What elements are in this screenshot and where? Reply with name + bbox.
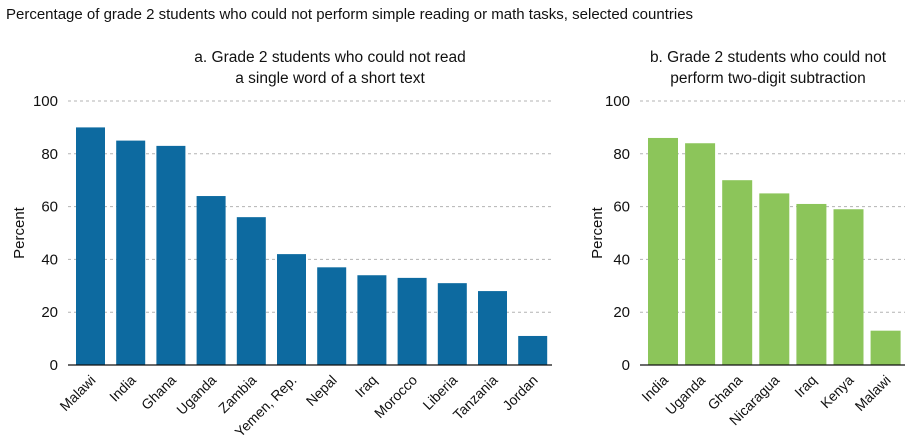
chart-a-ytick-label: 100: [33, 93, 58, 110]
chart-a-title-line-2: a single word of a short text: [235, 70, 425, 87]
chart-a-bar: [317, 267, 347, 365]
chart-b-bar: [722, 180, 753, 365]
chart-a-bar: [478, 291, 507, 365]
chart-b-ytick-label: 40: [613, 251, 630, 268]
chart-a-category-label: Nepal: [303, 372, 340, 409]
chart-a-bar: [357, 275, 387, 365]
chart-b-bar: [833, 209, 864, 365]
chart-a-title-line-1: a. Grade 2 students who could not read: [194, 49, 466, 66]
chart-b-category-label: Malawi: [852, 372, 894, 414]
chart-a-category-label: India: [106, 372, 139, 405]
chart-b-ylabel: Percent: [589, 206, 606, 259]
chart-a-bar: [437, 283, 467, 365]
chart-b-title-line-2: perform two-digit subtraction: [670, 70, 866, 87]
chart-b-ytick-label: 60: [613, 199, 630, 216]
chart-b-ytick-label: 20: [613, 304, 630, 321]
chart-a-bar: [397, 277, 427, 365]
chart-a-bar: [277, 254, 306, 365]
chart-a-bar: [196, 196, 226, 365]
chart-a-category-label: Tanzania: [450, 372, 501, 423]
chart-a-category-label: Jordan: [499, 372, 541, 414]
chart-b-bar: [870, 330, 901, 365]
chart-b-category-label: Iraq: [791, 372, 819, 400]
figure-title: Percentage of grade 2 students who could…: [6, 6, 694, 23]
chart-b-bar: [796, 203, 827, 365]
chart-a-ytick-label: 40: [41, 251, 58, 268]
chart-a-ytick-label: 20: [41, 304, 58, 321]
chart-a-category-label: Malawi: [56, 372, 98, 414]
chart-a-category-label: Iraq: [352, 372, 380, 400]
chart-a-title: a. Grade 2 students who could not read a…: [100, 47, 560, 89]
chart-b-bar: [685, 143, 716, 365]
chart-b-title-line-1: b. Grade 2 students who could not: [649, 49, 887, 66]
chart-a-category-label: Morocco: [371, 372, 420, 421]
chart-a-bar: [236, 217, 266, 365]
chart-a-ytick-label: 60: [41, 199, 58, 216]
chart-a-ytick-label: 0: [50, 357, 58, 374]
chart-a-bar: [518, 335, 548, 365]
chart-a-ylabel: Percent: [11, 206, 28, 259]
chart-b-bar: [648, 137, 678, 365]
chart-a-bar: [76, 127, 105, 366]
chart-b-ytick-label: 100: [605, 93, 630, 110]
chart-a-category-label: Uganda: [173, 372, 219, 418]
chart-a-ytick-label: 80: [41, 146, 58, 163]
chart-b-ytick-label: 80: [613, 146, 630, 163]
chart-b-category-label: Kenya: [817, 372, 857, 412]
chart-b-ytick-label: 0: [622, 357, 630, 374]
chart-a-bar: [156, 145, 186, 365]
chart-b-category-label: Uganda: [662, 372, 708, 418]
chart-b-title: b. Grade 2 students who could not perfor…: [618, 47, 918, 89]
chart-b-bar: [759, 193, 790, 365]
chart-b-category-label: India: [638, 372, 671, 405]
chart-a-bar: [116, 140, 146, 365]
